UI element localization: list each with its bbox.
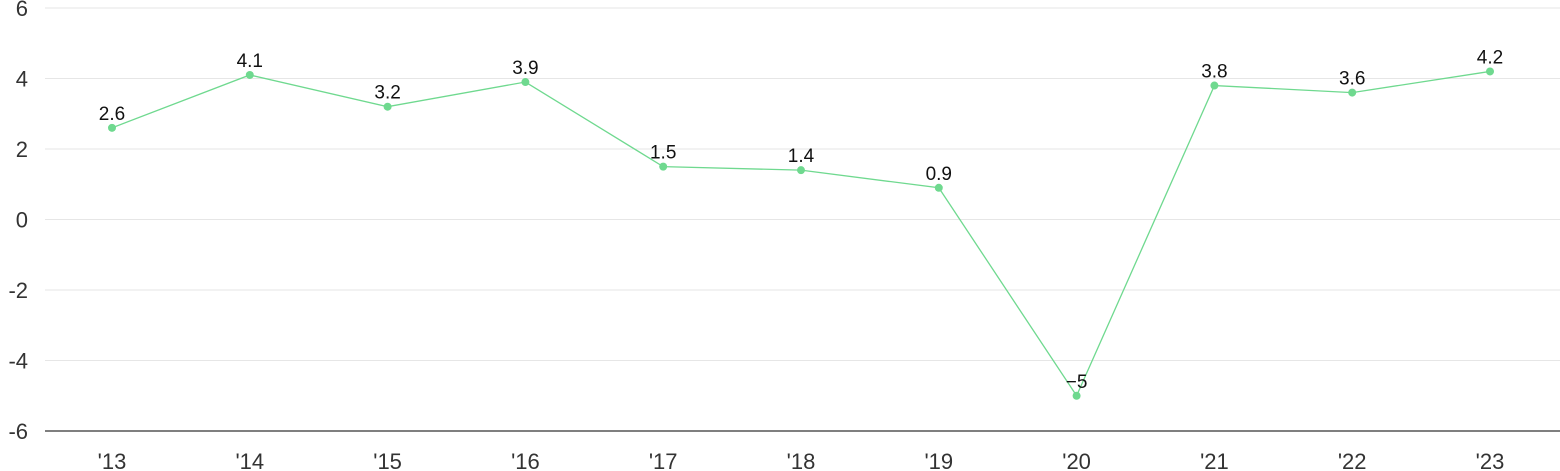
x-tick-label: '21 <box>1200 449 1229 471</box>
y-tick-label: 4 <box>16 67 28 92</box>
data-point <box>245 70 254 79</box>
x-tick-label: '23 <box>1476 449 1505 471</box>
data-point <box>1348 88 1357 97</box>
data-point <box>1072 391 1081 400</box>
data-label: 0.9 <box>926 164 952 185</box>
data-point <box>521 78 530 87</box>
y-tick-label: -6 <box>8 419 28 444</box>
data-label: 3.8 <box>1201 62 1227 83</box>
x-tick-label: '16 <box>511 449 540 471</box>
data-label: 3.6 <box>1339 69 1365 90</box>
x-tick-label: '19 <box>924 449 953 471</box>
data-label: 4.2 <box>1477 47 1503 68</box>
data-point <box>383 102 392 111</box>
x-tick-label: '22 <box>1338 449 1367 471</box>
x-tick-label: '14 <box>235 449 264 471</box>
data-point <box>797 166 805 175</box>
data-label: 4.1 <box>237 51 263 72</box>
x-tick-label: '17 <box>649 449 678 471</box>
data-label: 1.4 <box>788 146 815 167</box>
y-tick-label: -4 <box>8 349 28 374</box>
data-labels: 2.6 4.1 3.2 3.9 1.5 1.4 0.9 −5 3.8 3.6 4.2 <box>99 47 1503 392</box>
x-tick-label: '13 <box>98 449 127 471</box>
data-point <box>1210 81 1219 90</box>
data-label: −5 <box>1066 372 1088 393</box>
data-label: 2.6 <box>99 104 125 125</box>
data-point <box>108 123 116 132</box>
data-label: 1.5 <box>650 143 676 164</box>
data-point <box>934 183 943 192</box>
data-point <box>1486 67 1494 76</box>
grid-layer <box>45 7 1560 361</box>
y-axis: 6 4 2 0 -2 -4 -6 <box>8 0 28 444</box>
y-tick-label: 6 <box>16 0 28 21</box>
x-tick-label: '15 <box>373 449 402 471</box>
y-tick-label: 2 <box>16 137 28 162</box>
data-label: 3.9 <box>512 58 538 79</box>
x-axis: '13 '14 '15 '16 '17 '18 '19 '20 '21 '22 '23 <box>45 430 1560 471</box>
data-point <box>659 162 668 171</box>
data-label: 3.2 <box>374 83 400 104</box>
y-tick-label: -2 <box>8 278 28 303</box>
y-tick-label: 0 <box>16 208 28 233</box>
series-layer <box>108 67 1494 400</box>
series-line <box>111 70 1491 398</box>
x-tick-label: '20 <box>1062 449 1091 471</box>
x-tick-label: '18 <box>787 449 816 471</box>
